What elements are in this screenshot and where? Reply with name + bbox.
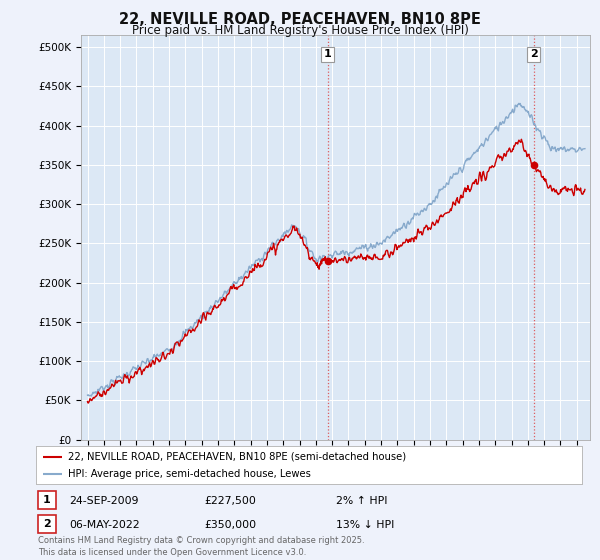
Text: 13% ↓ HPI: 13% ↓ HPI: [336, 520, 394, 530]
Text: 1: 1: [324, 49, 332, 59]
Text: 24-SEP-2009: 24-SEP-2009: [69, 496, 139, 506]
Text: 2% ↑ HPI: 2% ↑ HPI: [336, 496, 388, 506]
Text: 1: 1: [43, 495, 50, 505]
Text: £227,500: £227,500: [204, 496, 256, 506]
Text: 06-MAY-2022: 06-MAY-2022: [69, 520, 140, 530]
Text: 2: 2: [43, 519, 50, 529]
Text: HPI: Average price, semi-detached house, Lewes: HPI: Average price, semi-detached house,…: [68, 469, 311, 479]
Text: 2: 2: [530, 49, 538, 59]
Text: £350,000: £350,000: [204, 520, 256, 530]
Text: 22, NEVILLE ROAD, PEACEHAVEN, BN10 8PE: 22, NEVILLE ROAD, PEACEHAVEN, BN10 8PE: [119, 12, 481, 27]
Text: Price paid vs. HM Land Registry's House Price Index (HPI): Price paid vs. HM Land Registry's House …: [131, 24, 469, 36]
Text: 22, NEVILLE ROAD, PEACEHAVEN, BN10 8PE (semi-detached house): 22, NEVILLE ROAD, PEACEHAVEN, BN10 8PE (…: [68, 451, 406, 461]
Text: Contains HM Land Registry data © Crown copyright and database right 2025.
This d: Contains HM Land Registry data © Crown c…: [38, 536, 364, 557]
